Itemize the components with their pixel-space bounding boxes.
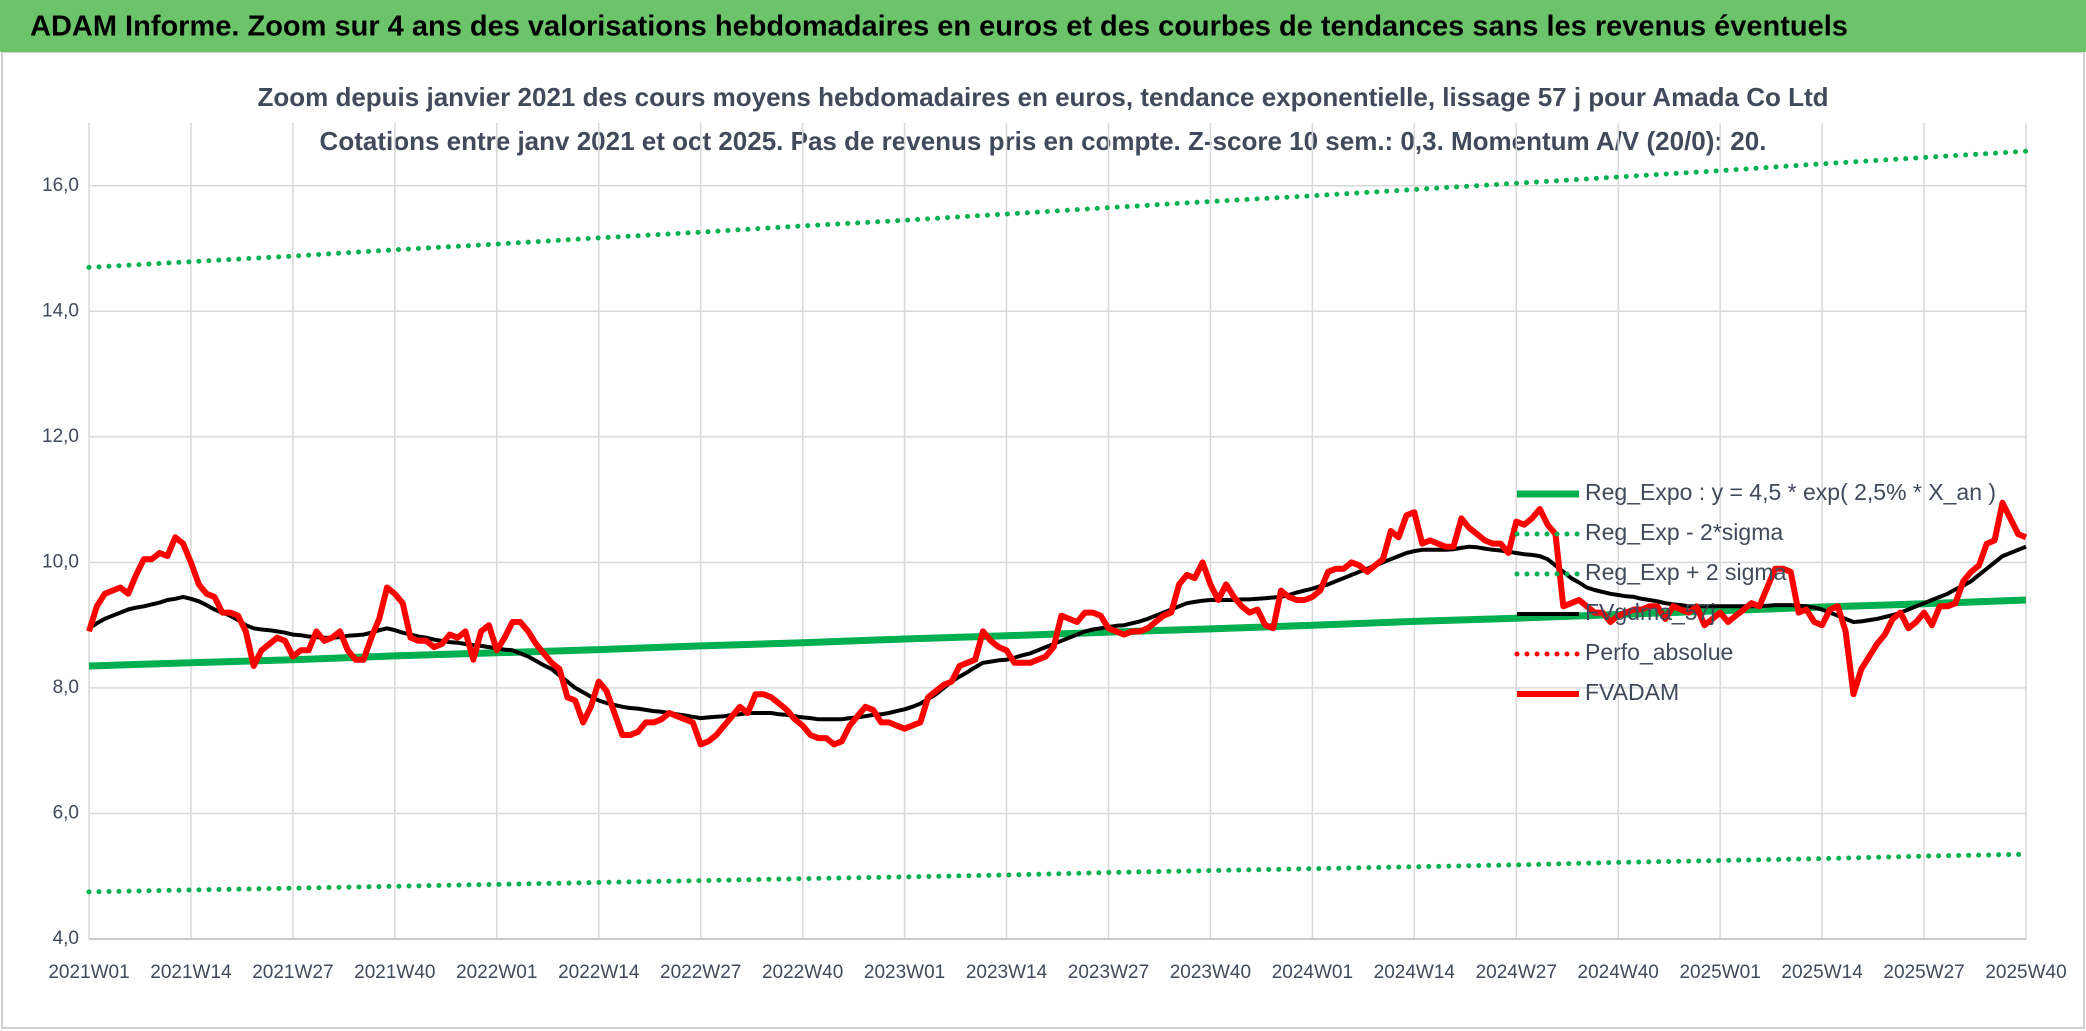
legend-label: Perfo_absolue bbox=[1585, 639, 1733, 665]
x-tick-label: 2021W40 bbox=[354, 962, 435, 983]
x-tick-label: 2021W27 bbox=[252, 962, 333, 983]
legend-label: Reg_Expo : y = 4,5 * exp( 2,5% * X_an ) bbox=[1585, 479, 1996, 505]
x-tick-label: 2022W27 bbox=[660, 962, 741, 983]
legend-label: FVgdma_57j bbox=[1585, 599, 1715, 625]
x-tick-label: 2025W14 bbox=[1781, 962, 1863, 983]
y-tick-label: 12,0 bbox=[42, 426, 79, 447]
x-tick-label: 2023W14 bbox=[966, 962, 1048, 983]
chart-subtitle: Cotations entre janv 2021 et oct 2025. P… bbox=[320, 126, 1767, 156]
series-line bbox=[86, 499, 2028, 748]
y-tick-label: 10,0 bbox=[42, 551, 79, 572]
series-line bbox=[86, 148, 2029, 270]
x-tick-label: 2024W01 bbox=[1272, 962, 1353, 983]
x-tick-label: 2024W14 bbox=[1374, 962, 1456, 983]
x-tick-label: 2021W14 bbox=[150, 962, 232, 983]
x-tick-label: 2025W40 bbox=[1985, 962, 2066, 983]
x-tick-label: 2021W01 bbox=[48, 962, 129, 983]
x-tick-label: 2025W01 bbox=[1679, 962, 1760, 983]
x-tick-label: 2022W14 bbox=[558, 962, 640, 983]
x-tick-label: 2023W27 bbox=[1068, 962, 1149, 983]
x-tick-label: 2024W27 bbox=[1476, 962, 1557, 983]
y-tick-label: 14,0 bbox=[42, 300, 79, 321]
chart-title: Zoom depuis janvier 2021 des cours moyen… bbox=[257, 82, 1828, 112]
legend-label: Reg_Exp - 2*sigma bbox=[1585, 519, 1783, 545]
y-tick-label: 4,0 bbox=[53, 928, 79, 949]
y-tick-label: 8,0 bbox=[53, 677, 79, 698]
y-tick-label: 6,0 bbox=[53, 802, 79, 823]
x-tick-label: 2022W01 bbox=[456, 962, 537, 983]
x-tick-label: 2022W40 bbox=[762, 962, 843, 983]
x-tick-label: 2023W01 bbox=[864, 962, 945, 983]
x-tick-label: 2023W40 bbox=[1170, 962, 1251, 983]
x-tick-label: 2024W40 bbox=[1578, 962, 1659, 983]
plot-area: 4,0 6,0 8,0 10,0 12,0 14,0 16,0 2021W01 2021W14 2… bbox=[42, 123, 2067, 983]
y-tick-label: 16,0 bbox=[42, 175, 79, 196]
legend-label: Reg_Exp + 2 sigma bbox=[1585, 559, 1787, 585]
header-bar bbox=[0, 0, 2086, 52]
series-line bbox=[86, 851, 2029, 895]
x-tick-label: 2025W27 bbox=[1883, 962, 1964, 983]
legend-label: FVADAM bbox=[1585, 679, 1679, 705]
page-title: ADAM Informe. Zoom sur 4 ans des valoris… bbox=[30, 11, 1848, 43]
